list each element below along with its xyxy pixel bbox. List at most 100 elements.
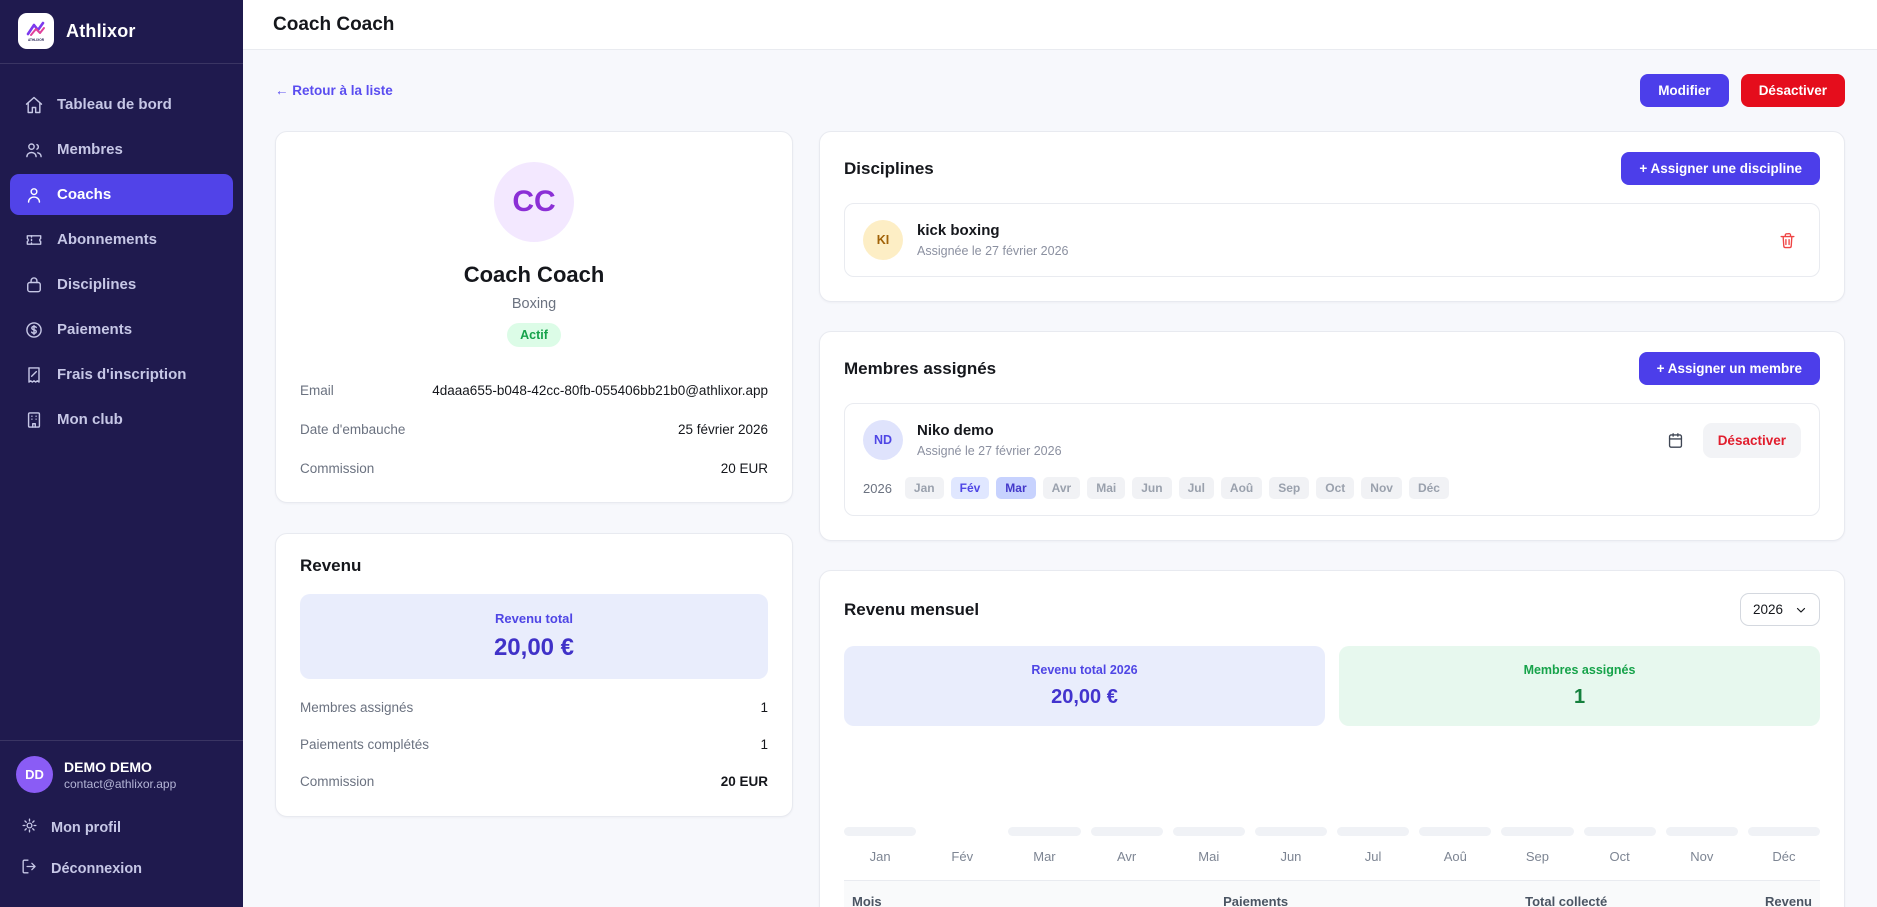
member-months-row: 2026 Jan Fév Mar Avr Mai Jun Jul Aoû Sep Oct Nov Dé… [863, 477, 1801, 499]
chart-column-Déc: Déc [1747, 738, 1821, 864]
chart-bar [1254, 827, 1328, 836]
tile-label: Membres assignés [1523, 663, 1636, 677]
sidebar-item-label: Coachs [57, 186, 112, 203]
member-calendar-button[interactable] [1662, 427, 1689, 454]
sidebar-footer-label: Mon profil [51, 819, 122, 836]
chart-column-Sep: Sep [1501, 738, 1574, 864]
sidebar-item-frais-inscription[interactable]: Frais d'inscription [10, 354, 233, 395]
member-deactivate-button[interactable]: Désactiver [1702, 422, 1801, 458]
month-chip-Sep: Sep [1269, 477, 1310, 499]
sidebar-item-label: Disciplines [57, 276, 137, 293]
chart-month-label: Oct [1609, 849, 1630, 864]
month-chip-Jul: Jul [1178, 477, 1214, 499]
logout-icon [20, 857, 39, 880]
chart-month-label: Jun [1280, 849, 1302, 864]
calendar-icon [1668, 432, 1682, 448]
revenue-total-box: Revenu total 20,00 € [300, 594, 768, 679]
member-year-label: 2026 [863, 480, 892, 496]
chart-month-label: Mai [1198, 849, 1220, 864]
month-chip-Nov: Nov [1361, 477, 1402, 499]
assigned-members-tile: Membres assignés 1 [1339, 646, 1820, 726]
sidebar-item-mon-club[interactable]: Mon club [10, 399, 233, 440]
sidebar-item-tableau-de-bord[interactable]: Tableau de bord [10, 84, 233, 125]
sidebar-item-paiements[interactable]: Paiements [10, 309, 233, 350]
chart-bar [1747, 827, 1821, 836]
chart-month-label: Fév [951, 849, 974, 864]
month-chip-Fév: Fév [950, 477, 990, 499]
chart-bar [1090, 827, 1163, 836]
content: ← Retour à la liste Modifier Désactiver … [243, 50, 1877, 907]
sidebar-footer: Mon profil Déconnexion [0, 801, 243, 907]
tile-value: 1 [1573, 686, 1586, 708]
athlixor-logo-icon: ATHLIXOR [18, 13, 54, 49]
back-to-list-link[interactable]: ← Retour à la liste [275, 83, 393, 98]
sidebar-item-label: Membres [57, 141, 123, 158]
sidebar-item-mon-profil[interactable]: Mon profil [0, 807, 243, 848]
chart-bar [1583, 827, 1656, 836]
brand[interactable]: ATHLIXOR Athlixor [0, 0, 243, 64]
year-select[interactable]: 2026 [1739, 593, 1820, 626]
revenue-row-value: 1 [760, 737, 768, 752]
monthly-tiles: Revenu total 2026 20,00 € Membres assign… [844, 646, 1820, 726]
chart-bar [844, 827, 917, 836]
field-row-date-embauche: Date d'embauche 25 février 2026 [300, 410, 768, 449]
sidebar-item-label: Tableau de bord [57, 96, 172, 113]
assign-member-button[interactable]: + Assigner un membre [1638, 352, 1820, 385]
sidebar: ATHLIXOR Athlixor Tableau de bord Membre… [0, 0, 243, 907]
disciplines-card: Disciplines + Assigner une discipline KI… [819, 131, 1845, 302]
monthly-revenue-chart: Jan Fév Mar Avr Mai Jun Jul Aoû Sep Oct Nov Déc [844, 738, 1821, 864]
chart-bar [1501, 827, 1574, 836]
sidebar-item-membres[interactable]: Membres [10, 129, 233, 170]
table-header-cell: Revenu [1615, 880, 1820, 907]
revenue-row: Membres assignés 1 [300, 689, 768, 726]
monthly-revenue-card: Revenu mensuel 2026 Revenu total 2026 20… [819, 570, 1845, 907]
discipline-avatar: KI [863, 220, 903, 260]
field-value: 20 EUR [720, 461, 768, 476]
chart-month-label: Nov [1690, 849, 1714, 864]
discipline-name: kick boxing [917, 222, 1000, 239]
field-label: Date d'embauche [300, 422, 406, 437]
revenue-row-label: Membres assignés [300, 700, 414, 715]
member-assigned-date: Assigné le 27 février 2026 [917, 444, 1062, 458]
chart-month-label: Jul [1364, 849, 1382, 864]
field-value: 4daaa655-b048-42cc-80fb-055406bb21b0@ath… [432, 383, 768, 398]
chart-month-label: Jan [869, 849, 891, 864]
avatar: DD [16, 756, 53, 793]
month-chip-Avr: Avr [1042, 477, 1081, 499]
month-chip-Oct: Oct [1316, 477, 1355, 499]
revenue-row-value: 20 EUR [720, 774, 768, 789]
chart-month-label: Aoû [1443, 849, 1467, 864]
revenue-total-value: 20,00 € [493, 634, 575, 661]
sidebar-item-coachs[interactable]: Coachs [10, 174, 233, 215]
bag-icon [23, 274, 44, 295]
edit-button[interactable]: Modifier [1640, 74, 1729, 107]
user-name: DEMO DEMO [64, 758, 152, 775]
table-header-cell: Mois [844, 880, 1033, 907]
chart-column-Jun: Jun [1254, 738, 1328, 864]
assign-discipline-button[interactable]: + Assigner une discipline [1621, 152, 1820, 185]
tile-value: 20,00 € [1051, 686, 1118, 708]
chart-column-Fév: Fév [926, 738, 998, 864]
page-title: Coach Coach [273, 13, 395, 35]
member-avatar: ND [863, 420, 903, 460]
topbar: Coach Coach [243, 0, 1877, 50]
month-chip-Déc: Déc [1408, 477, 1449, 499]
chart-month-label: Déc [1772, 849, 1796, 864]
deactivate-button[interactable]: Désactiver [1740, 74, 1845, 107]
status-badge: Actif [507, 323, 561, 347]
sidebar-item-disciplines[interactable]: Disciplines [10, 264, 233, 305]
disciplines-title: Disciplines [844, 158, 934, 178]
svg-text:ATHLIXOR: ATHLIXOR [28, 38, 45, 42]
user-email: contact@athlixor.app [64, 776, 177, 791]
home-icon [23, 94, 44, 115]
toolbar-actions: Modifier Désactiver [1640, 74, 1845, 107]
sidebar-item-deconnexion[interactable]: Déconnexion [0, 848, 243, 889]
delete-discipline-button[interactable] [1774, 227, 1801, 254]
monthly-title: Revenu mensuel [844, 599, 980, 619]
member-item: ND Niko demo Assigné le 27 février 2026 … [844, 403, 1820, 516]
table-header-cell: Paiements [1032, 880, 1297, 907]
sidebar-item-abonnements[interactable]: Abonnements [10, 219, 233, 260]
chart-bar [1665, 827, 1738, 836]
chart-month-label: Sep [1525, 849, 1550, 864]
